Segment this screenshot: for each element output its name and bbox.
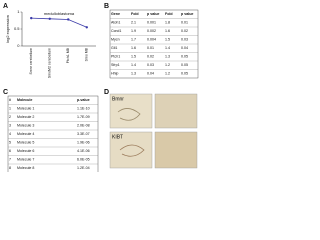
image-label: Bmnr <box>112 96 124 102</box>
table-cell: 7 <box>9 158 11 162</box>
table-cell: Molecule 6 <box>17 149 34 153</box>
micrograph <box>109 93 153 129</box>
table-cell: Molecule 8 <box>17 166 34 170</box>
table-cell: 0.001 <box>147 21 156 25</box>
table-header: p value <box>181 12 193 16</box>
table-cell: 4.1E-06 <box>77 149 90 153</box>
point <box>30 16 33 20</box>
table-cell: 0.01 <box>181 21 188 25</box>
table-cell: 0.03 <box>147 63 154 67</box>
table-cell: 0.04 <box>181 46 188 50</box>
table-cell: 4 <box>9 132 11 136</box>
table-cell: 0.002 <box>147 29 156 33</box>
x-tick-label: Ptch1 MB <box>66 47 70 63</box>
table-cell: Molecule 4 <box>17 132 34 136</box>
micrograph <box>154 93 198 129</box>
table-header: p-value <box>77 98 90 102</box>
line <box>31 17 87 28</box>
y-axis-label: log2 expression <box>5 15 10 43</box>
table-header: Fold <box>131 12 139 16</box>
table-cell: 1.3 <box>165 55 170 59</box>
panel-label: B <box>104 3 109 10</box>
x-tick-label: SmoM2 cerebellum <box>48 48 52 78</box>
table-cell: 1.2 <box>165 63 170 67</box>
image-label: KIBT <box>112 134 123 140</box>
table-cell: Molecule 2 <box>17 115 34 119</box>
table-cell: 1.4 <box>165 46 170 50</box>
table-cell: Ptch1 <box>111 55 120 59</box>
point <box>85 26 88 29</box>
tissue-outline <box>117 108 141 121</box>
table-cell: 0.02 <box>147 55 154 59</box>
table-cell: 1.7E-09 <box>77 115 90 119</box>
table-cell: 6 <box>9 149 11 153</box>
table-cell: 1.1E-10 <box>77 107 90 111</box>
table-cell: 1.2 <box>165 72 170 76</box>
x-tick-label: Smnr cerebellum <box>29 48 33 75</box>
chart-title: medulloblastoma <box>44 11 75 16</box>
table-cell: 0.004 <box>147 38 156 42</box>
table-header: p value <box>147 12 159 16</box>
table-cell: 3 <box>9 124 11 128</box>
table-cell: 2.0E-08 <box>77 124 90 128</box>
panel-label: C <box>3 89 8 96</box>
table-cell: Molecule 7 <box>17 158 34 162</box>
table-cell: 0.05 <box>181 55 188 59</box>
table-cell: Gli1 <box>111 46 117 50</box>
table-cell: 1.7 <box>131 38 136 42</box>
table-header: Molecule <box>17 98 32 102</box>
y-tick-label: 0 <box>17 43 20 48</box>
table-cell: 5 <box>9 141 11 145</box>
table-cell: Molecule 1 <box>17 107 34 111</box>
x-tick-label: Smo MB <box>85 47 89 61</box>
micrograph <box>109 131 153 169</box>
table-cell: Hhip <box>111 72 118 76</box>
y-tick-label: 1 <box>17 9 20 14</box>
table-cell: Atoh1 <box>111 21 120 25</box>
panel-label: D <box>104 89 109 96</box>
table-cell: 1.3 <box>131 72 136 76</box>
table-cell: Mycn <box>111 38 120 42</box>
table-cell: Molecule 3 <box>17 124 34 128</box>
table-cell: Molecule 5 <box>17 141 34 145</box>
tissue-outline <box>119 144 145 157</box>
table-cell: 1.5 <box>165 38 170 42</box>
point <box>48 17 51 20</box>
table-cell: Sfrp1 <box>111 63 120 67</box>
point <box>67 18 70 21</box>
table-frame <box>7 95 99 172</box>
table-cell: 1.4 <box>131 63 136 67</box>
table-cell: 1.8 <box>165 21 170 25</box>
table-cell: 0.03 <box>181 38 188 42</box>
table-cell: 1.6 <box>165 29 170 33</box>
table-cell: 1.9 <box>131 29 136 33</box>
table-cell: 0.04 <box>147 72 154 76</box>
table-cell: 6.0E-05 <box>77 158 90 162</box>
table-cell: 0.05 <box>181 63 188 67</box>
table-cell: 2.1 <box>131 21 136 25</box>
table-cell: 1 <box>9 107 11 111</box>
micrograph <box>154 131 198 169</box>
table-cell: 2 <box>9 115 11 119</box>
y-tick-label: 0.5 <box>14 26 20 31</box>
table-cell: 0.05 <box>181 72 188 76</box>
table-cell: 0.02 <box>181 29 188 33</box>
panel-label: A <box>3 3 8 10</box>
table-cell: 1.9E-06 <box>77 141 90 145</box>
table-cell: 3.3E-07 <box>77 132 90 136</box>
table-header: Fold <box>165 12 173 16</box>
figure: A B C D Bmnr KIBT medulloblastoma log2 ex… <box>3 3 199 172</box>
table-cell: 1.6 <box>131 46 136 50</box>
table-cell: 1.2E-04 <box>77 166 90 170</box>
table-cell: 1.5 <box>131 55 136 59</box>
table-cell: 8 <box>9 166 11 170</box>
table-header: # <box>9 98 11 102</box>
table-header: Gene <box>111 12 120 16</box>
table-cell: 0.01 <box>147 46 154 50</box>
table-cell: Ccnd1 <box>111 29 121 33</box>
